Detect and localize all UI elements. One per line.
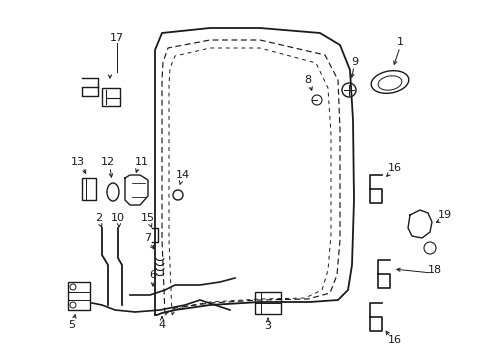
Text: 18: 18	[427, 265, 441, 275]
Bar	[254, 292, 281, 314]
Text: 8: 8	[304, 75, 311, 85]
Text: 17: 17	[110, 33, 124, 43]
Circle shape	[70, 302, 76, 308]
Circle shape	[341, 83, 355, 97]
Text: 10: 10	[111, 213, 125, 223]
Text: 3: 3	[264, 321, 271, 331]
Text: 6: 6	[149, 270, 156, 280]
Text: 5: 5	[68, 320, 75, 330]
Ellipse shape	[107, 183, 119, 201]
Ellipse shape	[370, 71, 408, 93]
Text: 16: 16	[387, 163, 401, 173]
Text: 19: 19	[437, 210, 451, 220]
Bar	[82, 178, 96, 200]
Text: 11: 11	[135, 157, 149, 167]
Bar	[68, 282, 90, 310]
Circle shape	[423, 242, 435, 254]
Text: 14: 14	[176, 170, 190, 180]
Text: 4: 4	[158, 320, 165, 330]
Circle shape	[70, 284, 76, 290]
Text: 16: 16	[387, 335, 401, 345]
Circle shape	[311, 95, 321, 105]
Text: 12: 12	[101, 157, 115, 167]
Text: 1: 1	[396, 37, 403, 47]
Text: 9: 9	[351, 57, 358, 67]
Text: 13: 13	[71, 157, 85, 167]
Text: 15: 15	[141, 213, 155, 223]
Ellipse shape	[377, 76, 401, 90]
Text: 2: 2	[95, 213, 102, 223]
Circle shape	[173, 190, 183, 200]
Text: 7: 7	[144, 233, 151, 243]
